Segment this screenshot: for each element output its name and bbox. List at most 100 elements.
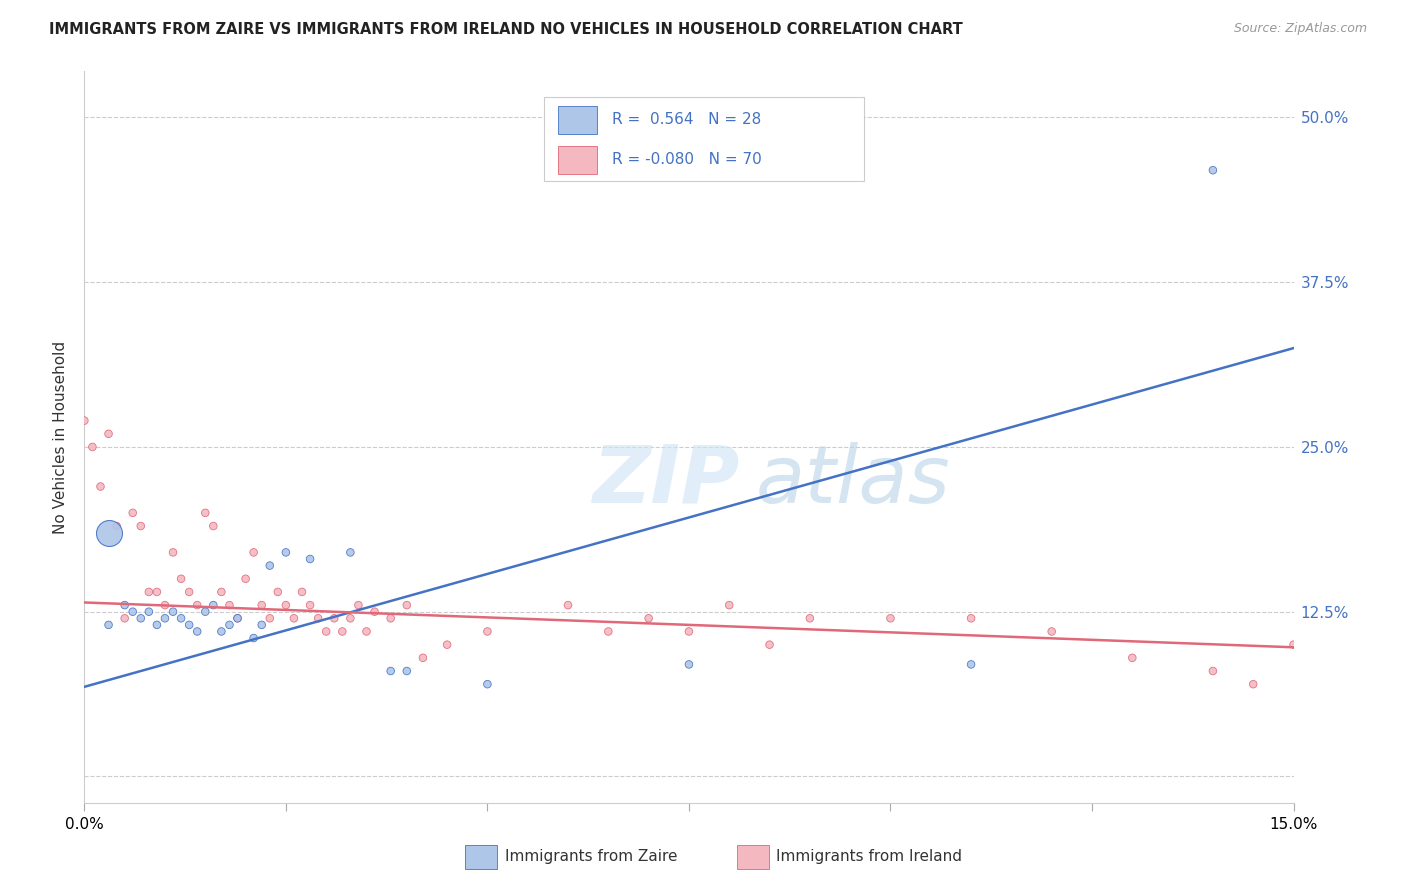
Point — [274, 545, 297, 559]
Point — [202, 598, 225, 612]
Point — [477, 624, 499, 639]
Point — [307, 611, 329, 625]
Text: Source: ZipAtlas.com: Source: ZipAtlas.com — [1233, 22, 1367, 36]
Point — [758, 638, 780, 652]
Point — [226, 611, 249, 625]
Point — [436, 638, 458, 652]
Point — [250, 598, 273, 612]
Point — [960, 611, 983, 625]
Point — [960, 657, 983, 672]
Point — [242, 545, 264, 559]
Point — [209, 585, 232, 599]
Point — [1362, 650, 1385, 665]
Point — [162, 605, 184, 619]
Point — [291, 585, 314, 599]
Point — [315, 624, 337, 639]
Point — [339, 545, 361, 559]
Point — [274, 598, 297, 612]
Point — [380, 664, 402, 678]
Point — [121, 605, 143, 619]
Point — [637, 611, 659, 625]
Point — [242, 631, 264, 645]
Point — [718, 598, 741, 612]
Point — [105, 519, 128, 533]
FancyBboxPatch shape — [544, 97, 865, 181]
Point — [339, 611, 361, 625]
Point — [129, 611, 152, 625]
Point — [330, 624, 353, 639]
Point — [299, 552, 322, 566]
Point — [380, 611, 402, 625]
Point — [283, 611, 305, 625]
Point — [218, 618, 240, 632]
FancyBboxPatch shape — [737, 846, 769, 869]
Point — [194, 506, 217, 520]
Point — [356, 624, 378, 639]
Point — [138, 605, 160, 619]
Point — [114, 598, 136, 612]
Point — [146, 618, 169, 632]
Point — [1282, 638, 1305, 652]
Point — [347, 598, 370, 612]
Point — [89, 479, 111, 493]
Point — [1040, 624, 1063, 639]
Point — [153, 611, 176, 625]
Point — [179, 618, 201, 632]
Point — [1202, 664, 1225, 678]
Text: atlas: atlas — [755, 442, 950, 520]
Point — [202, 519, 225, 533]
FancyBboxPatch shape — [558, 146, 598, 174]
Point — [186, 624, 208, 639]
Point — [209, 624, 232, 639]
Text: Immigrants from Zaire: Immigrants from Zaire — [505, 849, 678, 864]
Point — [477, 677, 499, 691]
Point — [557, 598, 579, 612]
Point — [1202, 163, 1225, 178]
Text: R =  0.564   N = 28: R = 0.564 N = 28 — [612, 112, 761, 128]
Point — [363, 605, 385, 619]
Point — [138, 585, 160, 599]
Point — [194, 605, 217, 619]
Point — [1121, 650, 1143, 665]
Point — [153, 598, 176, 612]
Point — [259, 611, 281, 625]
Text: ZIP: ZIP — [592, 442, 740, 520]
Point — [678, 624, 700, 639]
Point — [259, 558, 281, 573]
Point — [1241, 677, 1264, 691]
Y-axis label: No Vehicles in Household: No Vehicles in Household — [53, 341, 69, 533]
Point — [879, 611, 901, 625]
Point — [97, 426, 120, 441]
Point — [179, 585, 201, 599]
Point — [162, 545, 184, 559]
Text: R = -0.080   N = 70: R = -0.080 N = 70 — [612, 153, 761, 168]
Point — [323, 611, 346, 625]
Point — [395, 598, 418, 612]
Point — [412, 650, 434, 665]
Text: Immigrants from Ireland: Immigrants from Ireland — [776, 849, 962, 864]
Point — [146, 585, 169, 599]
Point — [218, 598, 240, 612]
Point — [678, 657, 700, 672]
Point — [186, 598, 208, 612]
Point — [250, 618, 273, 632]
Point — [82, 440, 104, 454]
Point — [799, 611, 821, 625]
Point — [267, 585, 290, 599]
Point — [97, 525, 120, 540]
Point — [170, 572, 193, 586]
Point — [121, 506, 143, 520]
Point — [114, 611, 136, 625]
Point — [235, 572, 257, 586]
Text: IMMIGRANTS FROM ZAIRE VS IMMIGRANTS FROM IRELAND NO VEHICLES IN HOUSEHOLD CORREL: IMMIGRANTS FROM ZAIRE VS IMMIGRANTS FROM… — [49, 22, 963, 37]
Point — [226, 611, 249, 625]
Point — [170, 611, 193, 625]
Point — [299, 598, 322, 612]
FancyBboxPatch shape — [558, 106, 598, 134]
Point — [598, 624, 620, 639]
Point — [73, 414, 96, 428]
Point — [97, 618, 120, 632]
Point — [395, 664, 418, 678]
Point — [129, 519, 152, 533]
FancyBboxPatch shape — [465, 846, 496, 869]
